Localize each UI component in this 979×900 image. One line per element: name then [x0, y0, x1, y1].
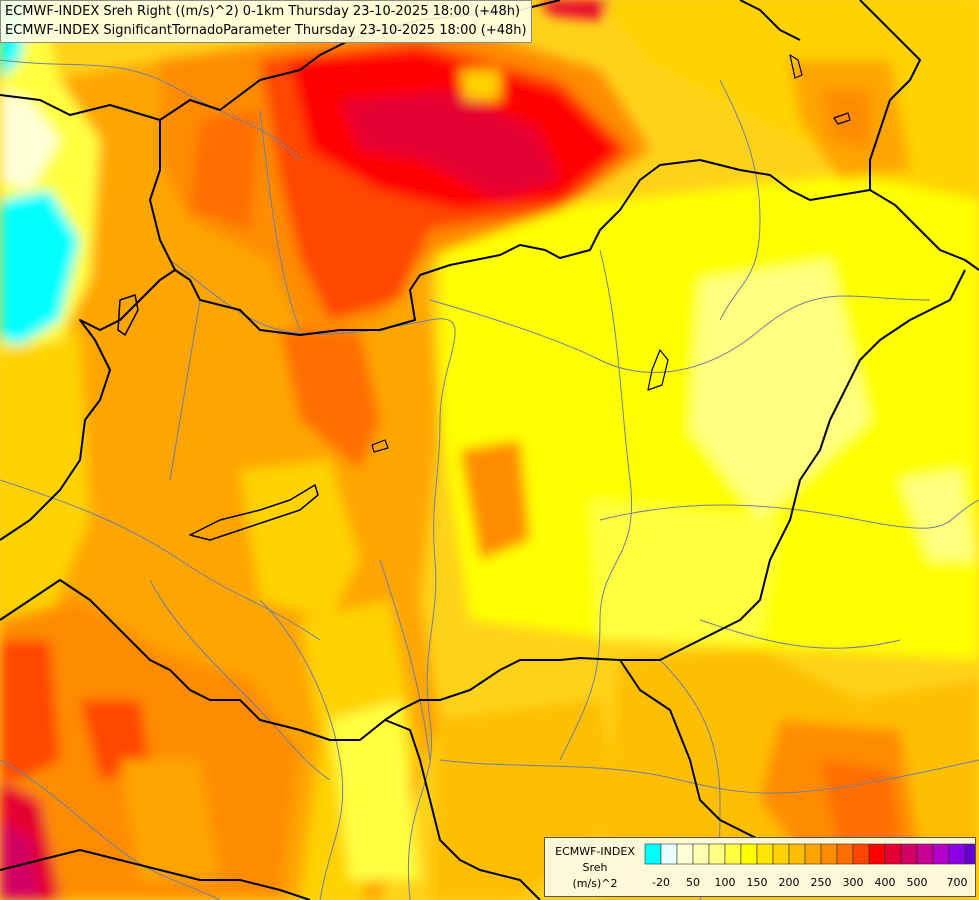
legend-model: ECMWF-INDEX [555, 845, 635, 858]
legend-tick-label: 150 [747, 876, 768, 889]
legend-swatch [804, 843, 822, 865]
legend-swatch [676, 843, 694, 865]
legend-tick-label: 500 [907, 876, 928, 889]
legend-swatch [868, 843, 886, 865]
legend-tick-label: 300 [843, 876, 864, 889]
legend-swatch [772, 843, 790, 865]
legend-tick-label: -20 [652, 876, 670, 889]
legend-swatch [644, 843, 662, 865]
legend-swatch [724, 843, 742, 865]
legend-labels: ECMWF-INDEX Sreh (m/s)^2 [549, 844, 641, 892]
legend-parameter: Sreh [582, 861, 608, 874]
legend-swatch [692, 843, 710, 865]
map-title-box: ECMWF-INDEX Sreh Right ((m/s)^2) 0-1km T… [0, 0, 532, 43]
legend-swatch [948, 843, 966, 865]
legend-tick-label: 50 [686, 876, 700, 889]
legend-tick-label: 250 [811, 876, 832, 889]
title-line-1: ECMWF-INDEX Sreh Right ((m/s)^2) 0-1km T… [5, 4, 521, 19]
legend-swatch [740, 843, 758, 865]
legend-swatch [820, 843, 838, 865]
color-legend: ECMWF-INDEX Sreh (m/s)^2 -20 50 100 150 200 2… [544, 837, 976, 897]
legend-colorbar: -20 50 100 150 200 250 300 400 500 700 [644, 843, 975, 889]
legend-swatch [660, 843, 678, 865]
legend-tick-label: 700 [947, 876, 968, 889]
legend-swatch [708, 843, 726, 865]
legend-tick-label: 100 [715, 876, 736, 889]
title-line-2: ECMWF-INDEX SignificantTornadoParameter … [5, 23, 527, 38]
legend-swatch [788, 843, 806, 865]
legend-swatch [916, 843, 934, 865]
legend-swatch [884, 843, 902, 865]
legend-tick-label: 400 [875, 876, 896, 889]
legend-tick-label: 200 [779, 876, 800, 889]
legend-swatch [756, 843, 774, 865]
legend-unit: (m/s)^2 [572, 877, 618, 890]
legend-swatch [964, 843, 975, 865]
legend-swatch [932, 843, 950, 865]
legend-swatch [900, 843, 918, 865]
legend-swatch [852, 843, 870, 865]
legend-swatch [836, 843, 854, 865]
